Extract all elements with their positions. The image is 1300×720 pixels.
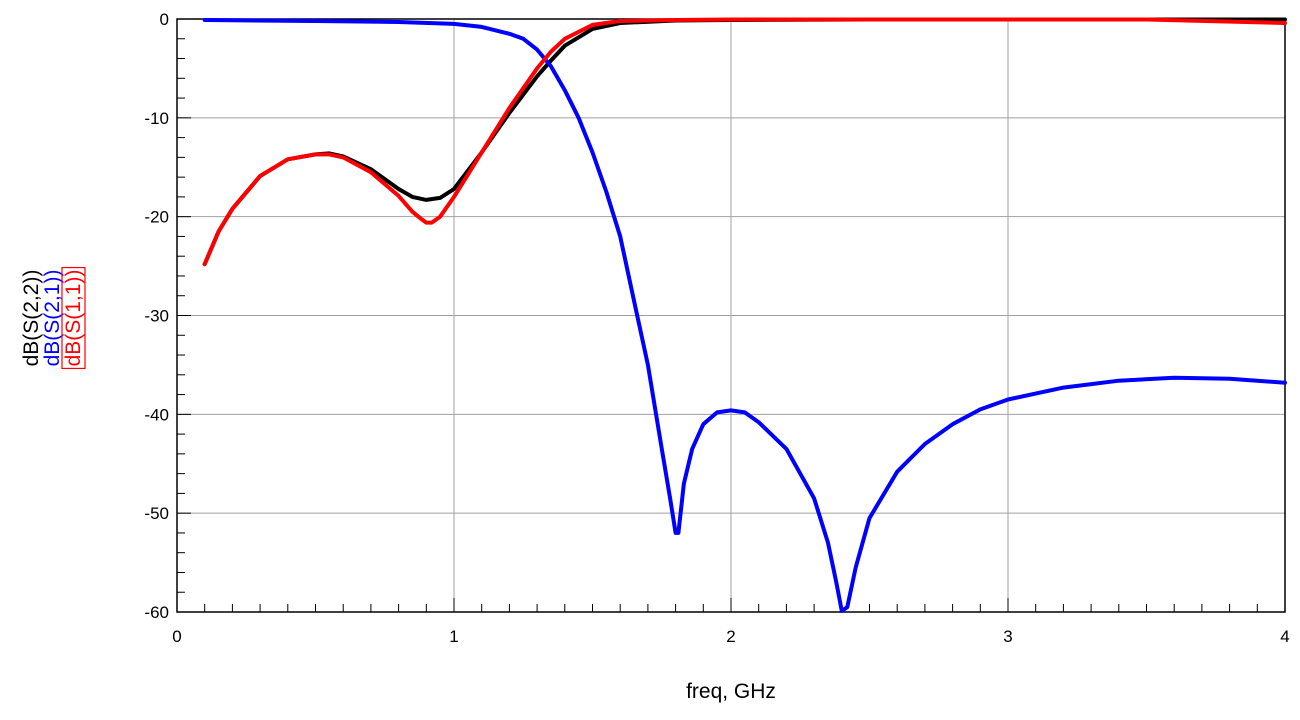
- y-axis-series-label: dB(S(2,1)): [41, 270, 64, 367]
- x-tick-label: 1: [449, 627, 458, 646]
- minor-ticks: [176, 18, 1286, 613]
- series-lines: [202, 17, 1287, 613]
- y-tick-label: -20: [144, 208, 169, 227]
- x-tick-label: 3: [1003, 627, 1012, 646]
- y-tick-label: -50: [144, 504, 169, 523]
- x-axis-label: freq, GHz: [686, 680, 776, 703]
- x-tick-label: 0: [172, 627, 181, 646]
- series-line-db-s-1-1-: [202, 17, 1287, 267]
- grid-lines: [177, 19, 1285, 612]
- y-axis-series-label-group: dB(S(2,1)): [41, 270, 64, 367]
- active-series-highlight-box: [61, 266, 86, 370]
- y-tick-label: -40: [144, 405, 169, 424]
- y-tick-label: -60: [144, 603, 169, 622]
- y-tick-label: 0: [160, 10, 169, 29]
- x-tick-label: 4: [1280, 627, 1289, 646]
- tick-labels: 0 1 2 3 4 0 -10 -20 -30 -40 -50 -60: [144, 10, 1289, 646]
- y-tick-label: -10: [144, 109, 169, 128]
- y-tick-label: -30: [144, 307, 169, 326]
- y-axis-series-labels: dB(S(2,2))dB(S(2,1))dB(S(1,1)): [20, 266, 86, 370]
- y-axis-series-label-group: dB(S(2,2)): [20, 270, 43, 367]
- y-axis-series-label: dB(S(1,1)): [62, 270, 85, 367]
- series-line-db-s-2-1-: [202, 18, 1287, 613]
- y-axis-series-label-group: dB(S(1,1)): [61, 266, 86, 370]
- y-axis-series-label: dB(S(2,2)): [20, 270, 43, 367]
- x-tick-label: 2: [726, 627, 735, 646]
- series-line-db-s-2-2-: [202, 17, 1287, 267]
